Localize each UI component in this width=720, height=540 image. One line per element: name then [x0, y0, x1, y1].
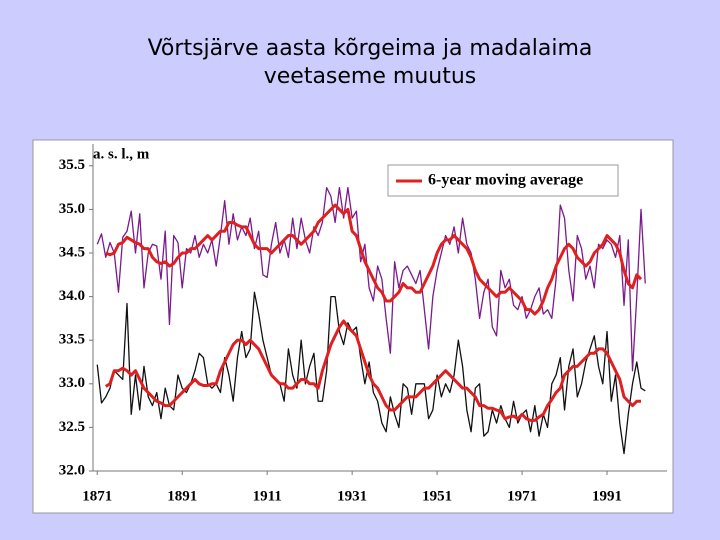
x-tick-label: 1891	[167, 488, 197, 504]
x-tick-label: 1871	[82, 488, 112, 504]
chart-title: veetaseme muutus	[264, 64, 477, 89]
y-tick-label: 32.5	[59, 419, 85, 435]
y-tick-label: 34.0	[59, 288, 85, 304]
x-tick-label: 1971	[507, 488, 537, 504]
y-tick-label: 32.0	[59, 462, 85, 478]
y-tick-label: 35.5	[59, 157, 85, 173]
y-tick-label: 35.0	[59, 201, 85, 217]
x-tick-label: 1911	[253, 488, 282, 504]
x-tick-label: 1991	[592, 488, 622, 504]
series-line	[104, 319, 642, 422]
chart-title: Võrtsjärve aasta kõrgeima ja madalaima	[148, 36, 593, 61]
x-tick-label: 1931	[337, 488, 367, 504]
legend-label: 6-year moving average	[428, 172, 583, 189]
series-line	[105, 203, 643, 316]
y-tick-label: 33.0	[59, 375, 85, 391]
y-tick-label: 34.5	[59, 244, 85, 260]
legend-box	[387, 164, 619, 197]
y-axis-label: a. s. l., m	[93, 146, 150, 162]
x-tick-label: 1951	[422, 488, 452, 504]
y-tick-label: 33.5	[59, 332, 85, 348]
chart-panel	[32, 139, 674, 514]
